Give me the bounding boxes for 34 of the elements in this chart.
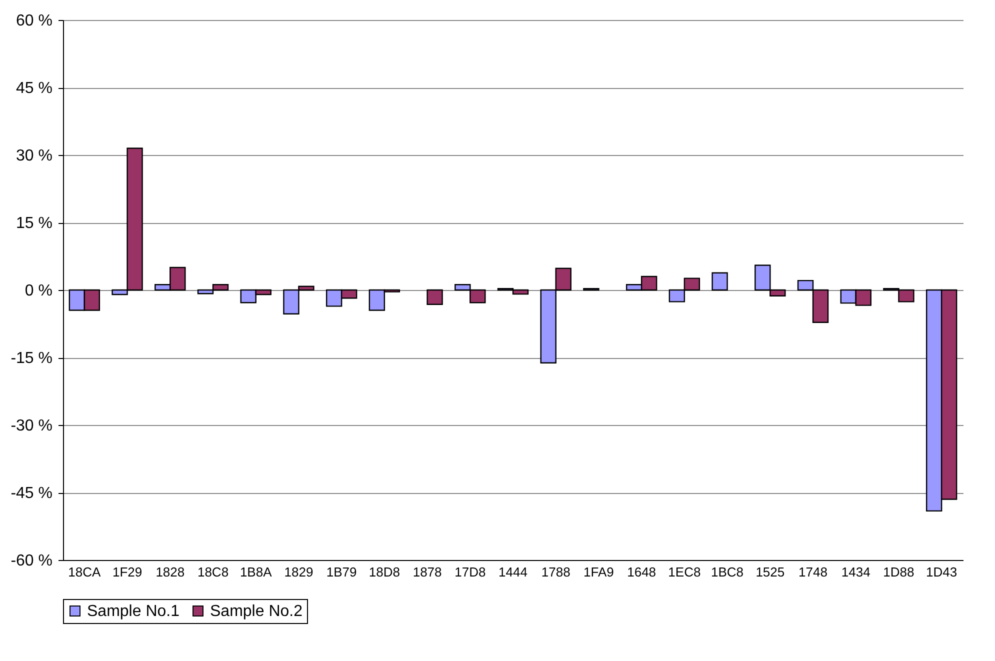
y-tick-label: 30 %	[16, 148, 52, 164]
y-tick-label: -60 %	[10, 552, 52, 570]
x-tick-label: 1648	[627, 564, 656, 580]
bar	[712, 272, 728, 291]
legend-label: Sample No.1	[87, 603, 180, 620]
x-tick-label: 1525	[756, 564, 785, 580]
x-tick-label: 1788	[541, 564, 570, 580]
y-tick-label: 0 %	[24, 282, 52, 300]
x-tick-label: 1829	[284, 564, 314, 580]
x-tick-label: 18C8	[197, 564, 229, 580]
bar	[426, 289, 443, 305]
x-tick-label: 18D8	[368, 564, 400, 580]
y-tick-label: -30 %	[10, 418, 52, 434]
x-tick-label: 18CA	[68, 564, 102, 580]
x-tick-label: 1B79	[326, 564, 357, 580]
x-tick-label: 1828	[156, 564, 185, 580]
x-tick-label: 1748	[798, 564, 828, 580]
x-tick-label: 1434	[841, 564, 870, 580]
y-tick-label: -15 %	[10, 350, 52, 367]
x-tick-label: 1F29	[112, 564, 142, 580]
y-tick-label: 60 %	[16, 12, 52, 30]
y-tick-label: -45 %	[10, 485, 52, 502]
x-tick-label: 17D8	[454, 564, 486, 580]
x-tick-label: 1FA9	[584, 564, 614, 580]
x-tick-label: 1D43	[926, 564, 958, 580]
x-tick-label: 1878	[412, 564, 442, 580]
legend-label: Sample No.2	[210, 603, 303, 620]
x-tick-label: 1444	[498, 564, 528, 580]
x-tick-label: 1D88	[883, 564, 914, 580]
x-tick-label: 1B8A	[240, 564, 272, 580]
y-tick-label: 15 %	[16, 215, 52, 232]
y-tick-label: 45 %	[16, 80, 52, 97]
x-tick-label: 1EC8	[668, 564, 701, 580]
x-tick-label: 1BC8	[711, 564, 744, 580]
